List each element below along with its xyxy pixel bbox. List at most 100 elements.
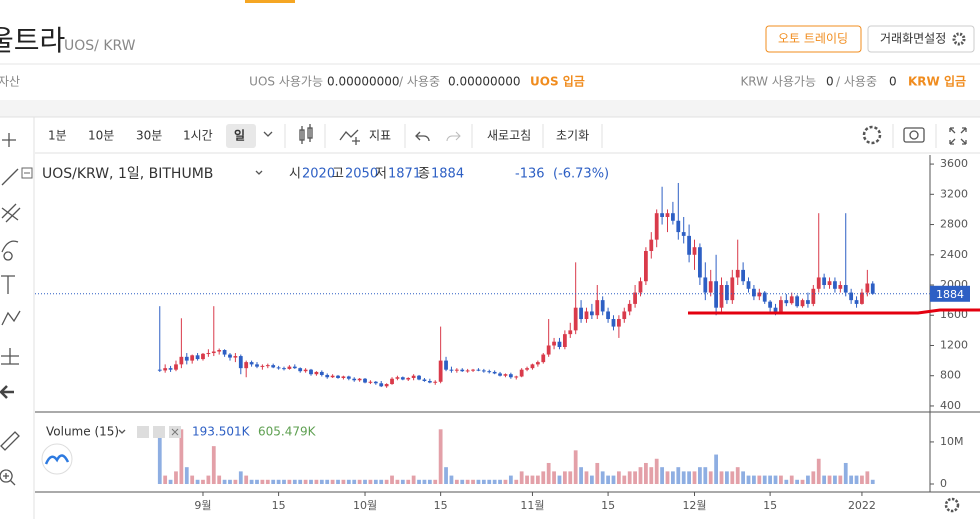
interval-button[interactable]: 일 [234, 129, 245, 143]
candle-body [584, 311, 589, 320]
volume-bar [244, 475, 249, 485]
candle-body [330, 375, 335, 378]
candle-body [779, 300, 783, 312]
crosshair-tool[interactable] [2, 133, 16, 147]
volume-bar [708, 471, 713, 485]
dropdown-caret[interactable] [255, 170, 263, 175]
candle-body [417, 375, 421, 380]
interval-button[interactable]: 1분 [48, 129, 67, 143]
change: -136 [515, 167, 545, 182]
reset-button[interactable]: 초기화 [556, 129, 589, 143]
available-amount: 0.00000000 [327, 75, 400, 89]
deposit-link[interactable]: UOS 입금 [530, 75, 585, 89]
volume-bar [665, 471, 670, 485]
volume-bar [174, 471, 178, 485]
trendline-tool[interactable] [1, 168, 19, 186]
available-label: UOS 사용가능 [249, 75, 323, 89]
screen-settings-button[interactable]: 거래화면설정 [867, 25, 975, 53]
measure-tool[interactable] [1, 348, 19, 365]
price-tag-label: 1884 [936, 288, 964, 301]
dropdown-caret[interactable] [118, 429, 126, 434]
volume-bar [779, 475, 783, 485]
x-tick-label: 11월 [520, 499, 544, 512]
volume-bar [454, 479, 459, 485]
volume-bar [795, 479, 800, 485]
volume-bar [638, 467, 643, 485]
volume-bar [843, 462, 848, 485]
candle-body [698, 247, 702, 278]
volume-bar [579, 467, 583, 485]
volume-bar [800, 479, 805, 485]
candle-body [546, 345, 551, 355]
in-use-label: / 사용중 [836, 75, 877, 89]
volume-bar [762, 475, 767, 485]
candle-body [244, 362, 249, 369]
zoom-tool[interactable] [0, 469, 16, 486]
y-tick-label: 400 [940, 399, 961, 412]
volume-bar [849, 475, 854, 485]
indicator-icon[interactable] [339, 129, 360, 145]
user-drawn-line[interactable] [688, 308, 980, 315]
interval-button[interactable]: 10분 [88, 129, 114, 143]
volume-bar [703, 467, 708, 485]
volume-bar [730, 471, 735, 485]
volume-actions[interactable] [137, 426, 181, 438]
candle-body [157, 369, 162, 371]
candle-body [616, 319, 621, 327]
redo-icon[interactable] [446, 131, 461, 142]
volume-bar [411, 475, 416, 485]
axis-settings-icon[interactable] [944, 497, 960, 513]
volume-bar [341, 479, 346, 485]
volume-bar [238, 471, 243, 485]
ruler-tool[interactable] [0, 431, 20, 451]
volume-bar [255, 479, 259, 485]
candle-body [806, 300, 810, 304]
candle-body [735, 269, 740, 278]
auto-trading-button[interactable]: 오토 트레이딩 [765, 25, 862, 53]
volume-bar [514, 479, 519, 485]
collapse-icon[interactable] [21, 167, 33, 179]
volume-bar [806, 475, 810, 485]
candle-body [228, 354, 232, 358]
volume-bar [530, 475, 535, 485]
dropdown-caret[interactable] [263, 131, 273, 137]
interval-button[interactable]: 30분 [136, 129, 162, 143]
interval-button[interactable]: 1시간 [183, 129, 213, 143]
candle-body [589, 311, 594, 316]
candle-body [292, 366, 297, 369]
volume-bar [184, 467, 189, 485]
candle-body [476, 369, 481, 371]
snapshot-icon[interactable] [903, 127, 925, 143]
ohlc-value: 1884 [431, 167, 464, 182]
logo-button[interactable] [41, 443, 73, 475]
text-tool[interactable] [1, 275, 15, 294]
pattern-tool[interactable] [1, 310, 21, 326]
volume-bar [303, 479, 308, 485]
indicators-button[interactable]: 지표 [369, 129, 391, 143]
fib-tool[interactable] [1, 203, 21, 223]
candle-body [860, 292, 864, 304]
candle-body [568, 330, 573, 335]
volume-bar [671, 471, 675, 485]
settings-icon[interactable] [862, 125, 882, 145]
x-tick-label: 9월 [194, 499, 211, 512]
candle-type-icon[interactable] [299, 124, 313, 144]
candle-body [725, 285, 729, 301]
back-tool[interactable] [0, 385, 14, 399]
volume-bar [746, 475, 751, 485]
volume-bar [773, 475, 778, 485]
candle-body [643, 250, 648, 282]
deposit-link[interactable]: KRW 입금 [908, 75, 966, 89]
candle-body [525, 368, 529, 370]
volume-bar [519, 471, 524, 485]
pattern-tool[interactable] [1, 240, 19, 261]
candle-body [174, 364, 178, 370]
candle-body [492, 371, 497, 374]
candle-body [465, 370, 470, 372]
undo-icon[interactable] [415, 131, 430, 142]
refresh-button[interactable]: 새로고침 [487, 129, 531, 143]
candle-body [471, 369, 475, 371]
y-tick-label: 1200 [940, 338, 968, 351]
fullscreen-icon[interactable] [949, 127, 967, 145]
volume-bar [211, 446, 216, 485]
